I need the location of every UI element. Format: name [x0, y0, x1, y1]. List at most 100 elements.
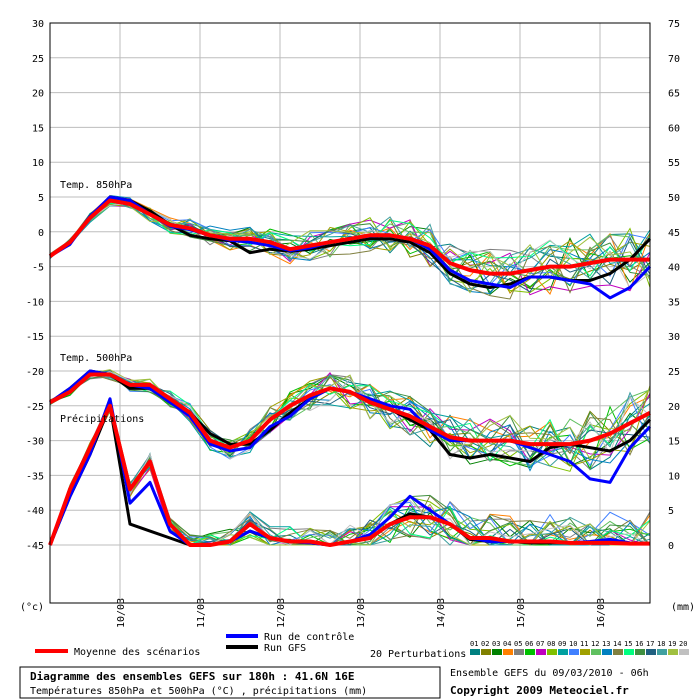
- perturbation-code: 02: [481, 640, 489, 648]
- left-tick-label: -35: [26, 471, 44, 482]
- legend-control-label: Run de contrôle: [264, 631, 354, 643]
- x-date-label: 14/03: [436, 598, 447, 628]
- right-tick-label: 60: [668, 123, 680, 134]
- x-date-label: 12/03: [276, 598, 287, 628]
- perturbation-code: 10: [569, 640, 577, 648]
- left-tick-label: -40: [26, 506, 44, 517]
- legend-perturbations-label: 20 Perturbations: [370, 649, 466, 660]
- right-tick-label: 30: [668, 332, 680, 343]
- right-tick-label: 20: [668, 402, 680, 413]
- perturbation-swatch: [525, 649, 535, 655]
- perturbation-swatch: [646, 649, 656, 655]
- perturbation-code: 17: [646, 640, 654, 648]
- plot-frame: [49, 22, 651, 604]
- series-line-mean: [49, 372, 651, 450]
- right-tick-label: 65: [668, 89, 680, 100]
- label-temp-500: Temp. 500hPa: [60, 353, 132, 364]
- title-box: [19, 666, 441, 699]
- perturbation-line-07: [49, 205, 651, 296]
- copyright-text: Copyright 2009 Meteociel.fr: [450, 684, 629, 697]
- grid: [50, 22, 650, 603]
- perturbation-code: 13: [602, 640, 610, 648]
- perturbation-code: 19: [668, 640, 676, 648]
- left-tick-label: -25: [26, 402, 44, 413]
- perturbation-line-20: [49, 371, 651, 460]
- left-tick-label: -15: [26, 332, 44, 343]
- left-tick-label: 25: [32, 54, 44, 65]
- perturbation-code: 07: [536, 640, 544, 648]
- x-date-label: 15/03: [516, 598, 527, 628]
- perturbation-code: 04: [503, 640, 511, 648]
- perturbation-code: 01: [470, 640, 478, 648]
- perturbation-swatch: [580, 649, 590, 655]
- right-tick-label: 45: [668, 228, 680, 239]
- perturbation-swatch: [668, 649, 678, 655]
- right-tick-label: 10: [668, 471, 680, 482]
- ensemble-run-text: Ensemble GEFS du 09/03/2010 - 06h: [450, 668, 649, 679]
- left-tick-label: -20: [26, 367, 44, 378]
- perturbation-swatch: [536, 649, 546, 655]
- perturbation-line-19: [49, 369, 651, 460]
- perturbation-code: 16: [635, 640, 643, 648]
- perturbation-code: 11: [580, 640, 588, 648]
- left-axis-unit: (°c): [20, 602, 44, 613]
- perturbation-code: 03: [492, 640, 500, 648]
- perturbation-swatch: [470, 649, 480, 655]
- left-axis-ticks: 30 25 20 15 10 5 0 -5 -10 -15 -20 -25 -30 -35 -40 -45: [26, 19, 44, 552]
- perturbation-swatch: [547, 649, 557, 655]
- right-tick-label: 15: [668, 437, 680, 448]
- perturbation-swatch: [558, 649, 568, 655]
- left-tick-label: 10: [32, 158, 44, 169]
- x-axis-ticks: 10/03 11/03 12/03 13/03 14/03 15/03 16/03: [116, 598, 607, 628]
- x-date-label: 13/03: [356, 598, 367, 628]
- perturbation-code: 12: [591, 640, 599, 648]
- left-tick-label: 20: [32, 89, 44, 100]
- right-tick-label: 40: [668, 263, 680, 274]
- series-line-mean: [48, 403, 650, 547]
- legend-gfs-label: Run GFS: [264, 643, 306, 654]
- perturbation-swatch: [657, 649, 667, 655]
- perturbation-code: 20: [679, 640, 687, 648]
- chart-title: Diagramme des ensembles GEFS sur 180h : …: [30, 670, 355, 683]
- perturbation-code: 14: [613, 640, 621, 648]
- series-line-control: [49, 369, 652, 484]
- right-tick-label: 75: [668, 19, 680, 30]
- perturbation-swatch: [635, 649, 645, 655]
- perturbation-legend: 01 02 03 04 05 06 07 08 09 10 11 12 13 14 15 16 17 18 19 20: [470, 640, 689, 655]
- x-date-label: 10/03: [116, 598, 127, 628]
- perturbation-code: 15: [624, 640, 632, 648]
- perturbation-code: 18: [657, 640, 665, 648]
- left-tick-label: 30: [32, 19, 44, 30]
- left-tick-label: 5: [38, 193, 44, 204]
- label-precip: Précipitations: [60, 413, 144, 425]
- perturbation-code: 09: [558, 640, 566, 648]
- perturbation-swatch: [492, 649, 502, 655]
- perturbation-swatch: [624, 649, 634, 655]
- right-tick-label: 70: [668, 54, 680, 65]
- perturbation-swatch: [569, 649, 579, 655]
- perturbation-code: 06: [525, 640, 533, 648]
- legend-mean-label: Moyenne des scénarios: [74, 646, 200, 658]
- right-tick-label: 55: [668, 158, 680, 169]
- left-tick-label: 0: [38, 228, 44, 239]
- perturbation-swatch: [679, 649, 689, 655]
- left-tick-label: -45: [26, 541, 44, 552]
- left-tick-label: -30: [26, 437, 44, 448]
- right-tick-label: 50: [668, 193, 680, 204]
- perturbation-code: 05: [514, 640, 522, 648]
- left-tick-label: -5: [32, 263, 44, 274]
- right-tick-label: 35: [668, 297, 680, 308]
- perturbation-line-20: [49, 405, 651, 546]
- left-tick-label: 15: [32, 123, 44, 134]
- right-tick-label: 0: [668, 541, 674, 552]
- perturbation-swatch: [514, 649, 524, 655]
- perturbation-swatch: [602, 649, 612, 655]
- perturbation-swatch: [481, 649, 491, 655]
- series-line-mean: [48, 198, 650, 276]
- x-date-label: 11/03: [196, 598, 207, 628]
- perturbation-swatch: [591, 649, 601, 655]
- right-tick-label: 5: [668, 506, 674, 517]
